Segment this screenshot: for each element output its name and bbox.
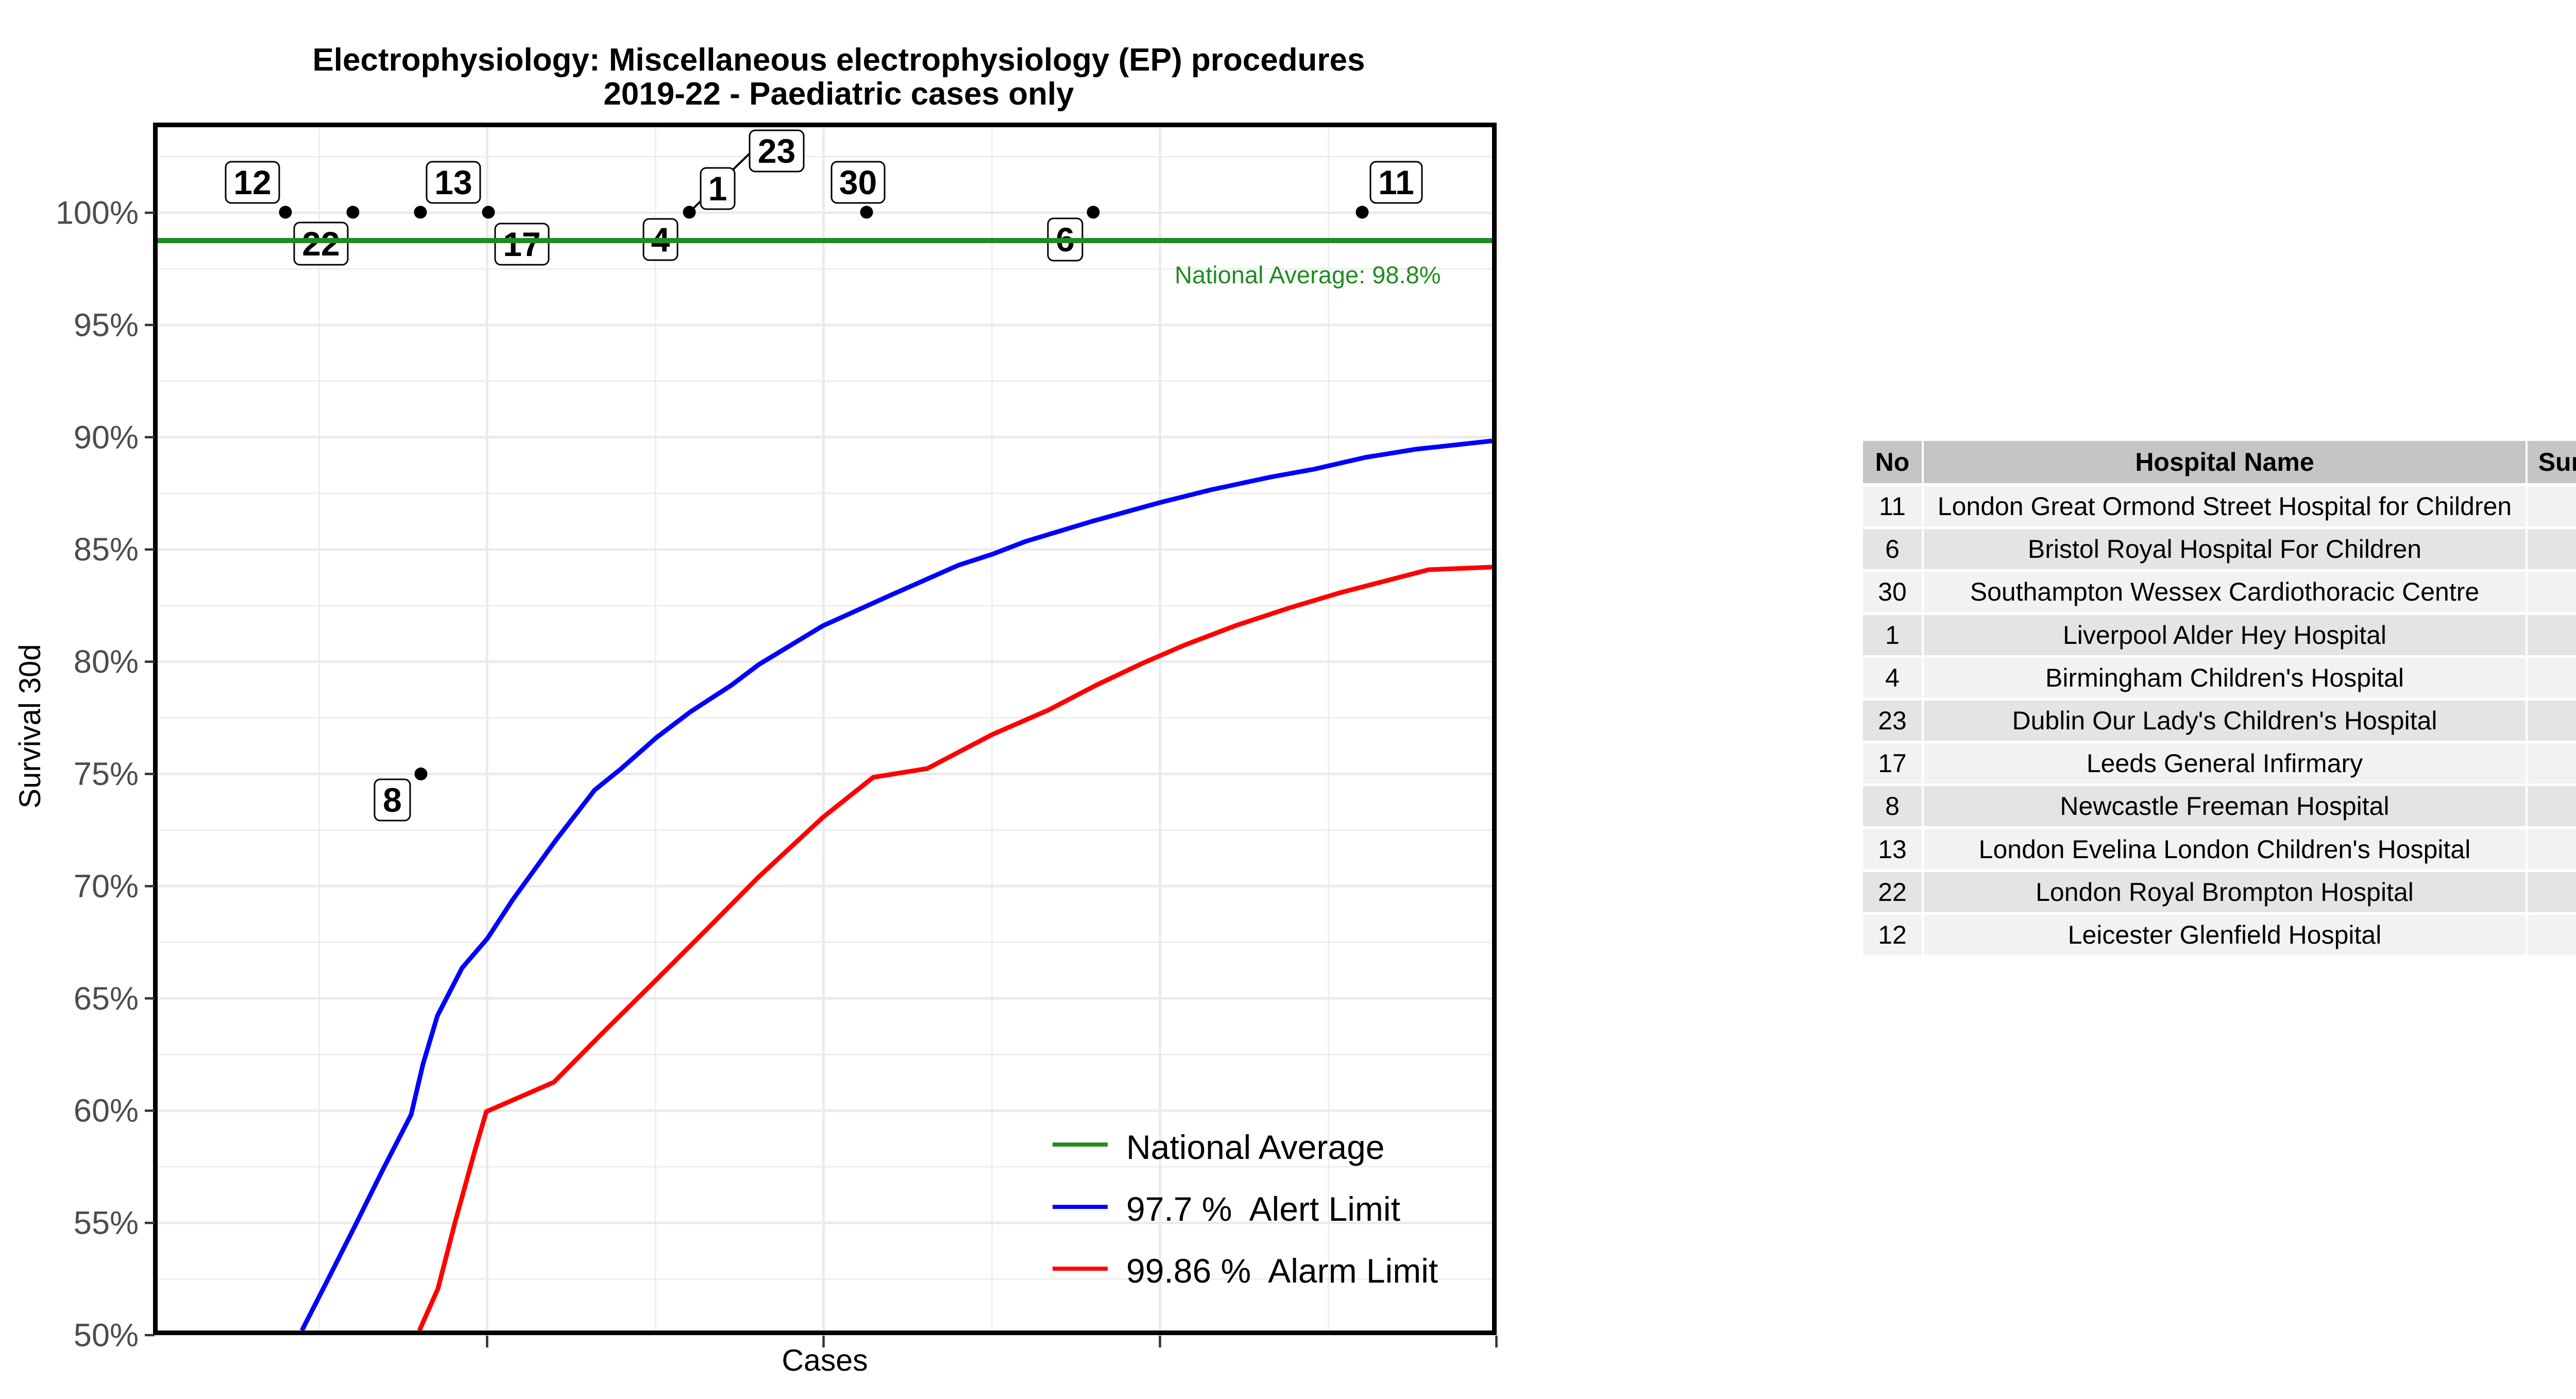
svg-text:13: 13	[434, 163, 472, 201]
svg-text:Electrophysiology: Miscellaneo: Electrophysiology: Miscellaneous electro…	[312, 42, 1365, 78]
svg-text:1: 1	[708, 169, 727, 208]
svg-text:National Average: National Average	[1126, 1128, 1384, 1166]
svg-text:National Average: 98.8%: National Average: 98.8%	[1175, 261, 1441, 288]
svg-text:2019-22 - Paediatric cases onl: 2019-22 - Paediatric cases only	[603, 76, 1074, 112]
svg-text:99.86 % Alarm Limit: 99.86 % Alarm Limit	[1126, 1252, 1438, 1290]
svg-text:8: 8	[383, 781, 402, 819]
svg-text:85%: 85%	[74, 532, 139, 568]
svg-text:11: 11	[1378, 163, 1414, 201]
svg-text:23: 23	[758, 132, 795, 170]
svg-text:30: 30	[839, 163, 877, 201]
svg-text:65%: 65%	[74, 981, 139, 1017]
svg-text:60%: 60%	[74, 1093, 139, 1129]
svg-text:50%: 50%	[74, 1318, 139, 1354]
svg-text:100%: 100%	[56, 195, 139, 231]
svg-text:95%: 95%	[74, 307, 139, 343]
svg-text:17: 17	[503, 225, 540, 263]
svg-text:70%: 70%	[74, 868, 139, 905]
svg-text:55%: 55%	[74, 1205, 139, 1241]
svg-text:Cases: Cases	[782, 1343, 868, 1377]
svg-text:97.7 % Alert Limit: 97.7 % Alert Limit	[1126, 1190, 1400, 1228]
svg-text:90%: 90%	[74, 419, 139, 455]
svg-text:12: 12	[233, 163, 271, 201]
svg-text:75%: 75%	[74, 756, 139, 792]
svg-text:80%: 80%	[74, 644, 139, 680]
svg-text:22: 22	[302, 225, 340, 263]
svg-text:Survival 30d: Survival 30d	[13, 644, 47, 808]
